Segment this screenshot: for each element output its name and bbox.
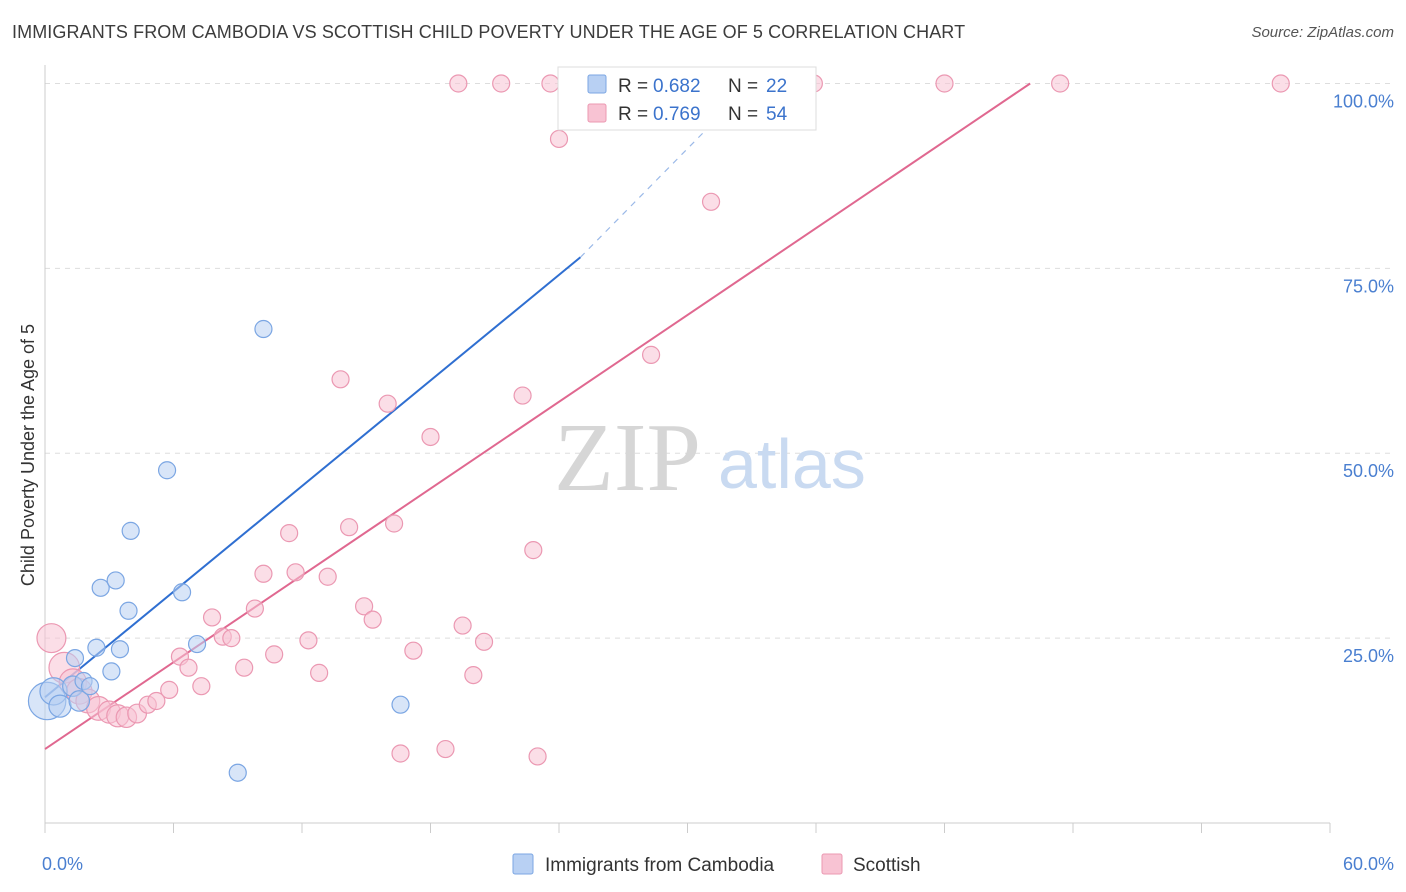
trendline-cambodia [44,256,582,699]
point-cambodia [121,521,140,540]
point-scottish [549,129,569,149]
legend-n-value-1: 22 [766,76,787,97]
point-cambodia [391,695,410,714]
point-cambodia [106,571,125,590]
y-tick-label: 75.0% [1343,276,1394,296]
point-scottish [1271,74,1290,93]
point-scottish [492,74,511,93]
point-scottish [404,641,423,660]
point-scottish [384,514,404,533]
point-scottish [701,192,721,211]
point-cambodia [110,640,130,659]
point-scottish [202,608,222,627]
chart-title: IMMIGRANTS FROM CAMBODIA VS SCOTTISH CHI… [12,22,966,42]
legend-n-label-2: N = [728,104,758,125]
series-label-cambodia: Immigrants from Cambodia [545,855,775,876]
source-label: Source: ZipAtlas.com [1251,24,1394,41]
point-scottish [147,691,166,711]
point-scottish [355,597,374,616]
point-cambodia [254,319,273,339]
point-scottish [318,567,337,586]
trendline-cambodia-extension [579,83,753,258]
point-scottish [280,524,299,543]
point-scottish [179,658,198,677]
point-scottish [474,632,494,651]
point-scottish [464,665,483,685]
legend-r-value-1: 0.682 [653,76,701,97]
point-cambodia [80,677,100,696]
point-scottish [265,645,284,664]
point-cambodia [68,690,91,712]
point-scottish [524,541,543,560]
point-scottish [310,663,329,682]
tick-label-layer: 25.0% 50.0% 75.0% 100.0% 0.0% 60.0% [42,91,1394,874]
legend-n-label-1: N = [728,76,758,97]
point-scottish [453,616,472,635]
legend-swatch-cambodia [587,74,607,94]
watermark: ZIP atlas [554,404,866,512]
legend-r-value-2: 0.769 [653,104,701,125]
point-scottish [935,74,954,93]
point-scottish [299,631,318,650]
point-scottish [363,610,382,629]
correlation-legend: R = 0.682 N = 22 R = 0.769 N = 54 [557,66,817,131]
point-scottish [528,747,547,766]
x-tick-label-min: 0.0% [42,854,83,874]
point-cambodia [157,461,177,480]
point-scottish [421,427,440,447]
point-scottish [192,677,211,696]
point-scottish [513,386,532,405]
point-cambodia [91,578,110,597]
point-cambodia [187,634,207,654]
point-scottish [36,623,67,654]
point-scottish [254,564,273,583]
point-scottish [331,370,350,389]
point-scottish [436,739,455,759]
point-cambodia [102,662,121,681]
point-cambodia [65,648,85,668]
point-layer [27,74,1290,782]
point-scottish [286,563,305,582]
legend-n-value-2: 54 [766,104,788,125]
watermark-zip: ZIP [554,404,701,512]
y-axis-title: Child Poverty Under the Age of 5 [18,324,38,586]
point-scottish [449,74,468,93]
point-scottish [378,394,397,413]
watermark-atlas: atlas [718,425,866,503]
legend-r-label-1: R = [618,76,648,97]
legend-swatch-scottish [587,103,607,123]
point-scottish [245,599,264,618]
series-swatch-scottish [821,853,843,875]
grid-layer [45,82,1394,639]
legend-r-label-2: R = [618,104,648,125]
point-scottish [160,680,179,699]
point-scottish [340,518,359,537]
y-tick-label: 100.0% [1333,91,1394,111]
point-scottish [641,345,661,364]
y-tick-label: 50.0% [1343,461,1394,481]
point-cambodia [228,763,247,782]
y-tick-label: 25.0% [1343,646,1394,666]
point-scottish [235,658,254,677]
point-scottish [541,74,560,93]
point-scottish [1051,74,1070,93]
point-cambodia [172,583,192,602]
point-scottish [391,744,410,763]
point-cambodia [87,638,106,657]
trendline-scottish [44,82,1031,750]
x-tick-label-max: 60.0% [1343,854,1394,874]
point-cambodia [48,694,72,718]
series-legend: Immigrants from Cambodia Scottish [512,853,921,876]
series-swatch-cambodia [512,853,534,875]
series-label-scottish: Scottish [853,855,921,876]
point-scottish [222,629,241,648]
trendline-layer [44,82,1031,750]
point-cambodia [119,601,138,620]
